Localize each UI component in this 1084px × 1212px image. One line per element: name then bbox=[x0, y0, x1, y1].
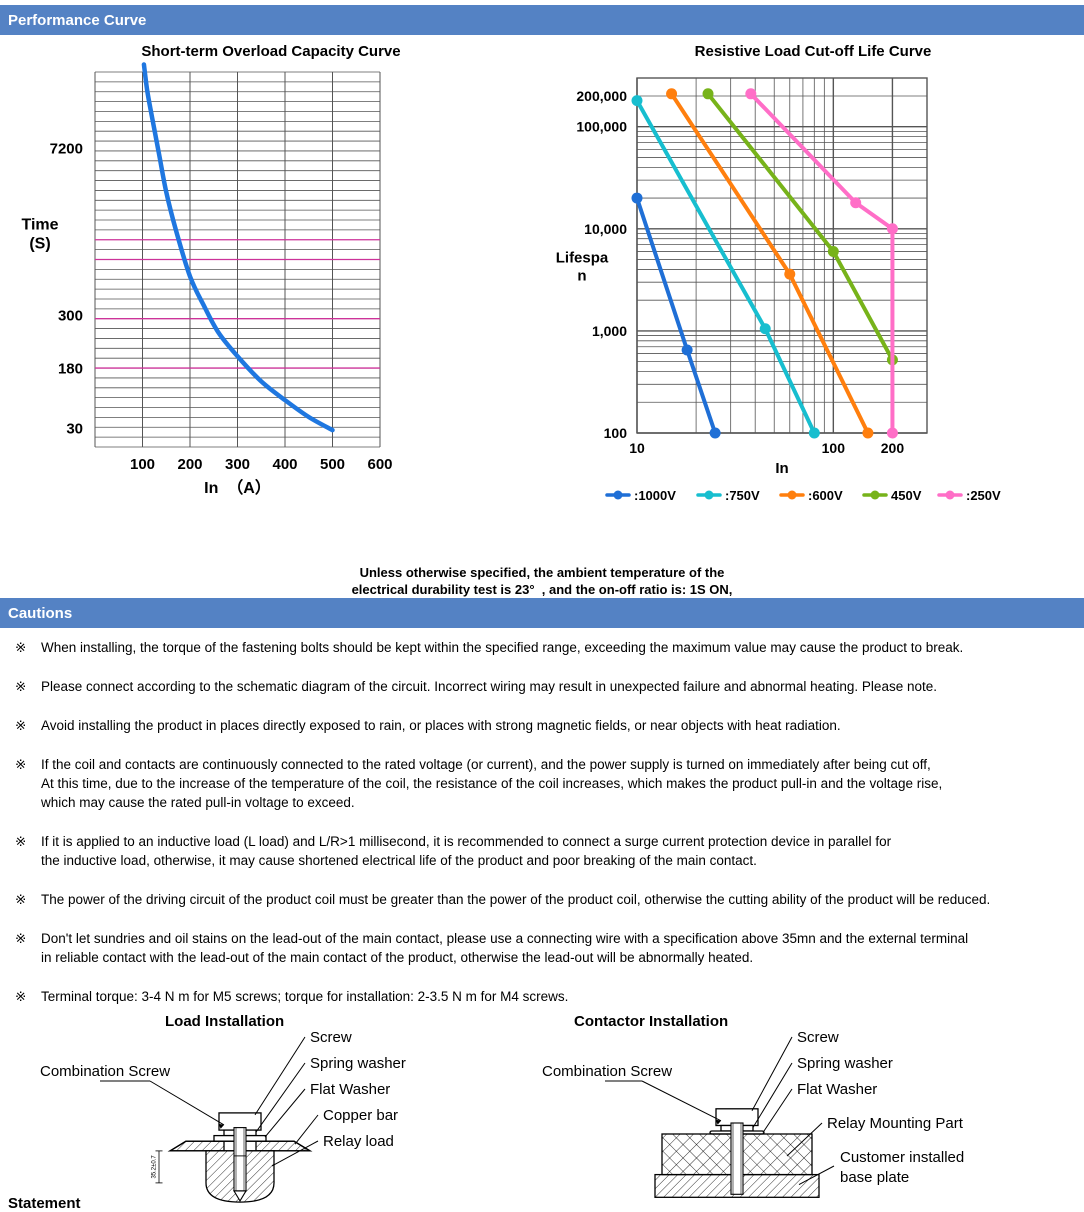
svg-text:Screw: Screw bbox=[310, 1030, 352, 1046]
svg-text:base plate: base plate bbox=[840, 1169, 909, 1186]
svg-text:100,000: 100,000 bbox=[576, 119, 627, 135]
svg-text:450V: 450V bbox=[891, 488, 922, 503]
svg-text::600V: :600V bbox=[808, 488, 843, 503]
svg-text:Combination Screw: Combination Screw bbox=[542, 1063, 672, 1080]
svg-text:30: 30 bbox=[66, 420, 83, 437]
svg-text:1,000: 1,000 bbox=[592, 323, 627, 339]
svg-text:Combination Screw: Combination Screw bbox=[40, 1063, 170, 1080]
svg-text:Copper bar: Copper bar bbox=[323, 1107, 398, 1124]
svg-text::1000V: :1000V bbox=[634, 488, 676, 503]
svg-text:Customer installed: Customer installed bbox=[840, 1149, 964, 1166]
svg-text::750V: :750V bbox=[725, 488, 760, 503]
svg-text:In （A）: In （A） bbox=[204, 479, 271, 497]
svg-text:Flat Washer: Flat Washer bbox=[310, 1081, 390, 1098]
svg-text:Time: Time bbox=[21, 217, 58, 234]
svg-text:100: 100 bbox=[604, 425, 628, 441]
svg-text:7200: 7200 bbox=[50, 141, 83, 158]
svg-text::250V: :250V bbox=[966, 488, 1001, 503]
svg-text:400: 400 bbox=[272, 456, 297, 473]
svg-text:In: In bbox=[775, 460, 788, 477]
svg-text:Relay load: Relay load bbox=[323, 1133, 394, 1150]
svg-text:200: 200 bbox=[177, 456, 202, 473]
svg-text:300: 300 bbox=[58, 307, 83, 324]
svg-text:600: 600 bbox=[367, 456, 392, 473]
svg-text:300: 300 bbox=[225, 456, 250, 473]
svg-text:n: n bbox=[577, 268, 586, 285]
svg-text:Relay Mounting Part: Relay Mounting Part bbox=[827, 1115, 964, 1132]
svg-text:200: 200 bbox=[881, 440, 905, 456]
svg-text:Spring washer: Spring washer bbox=[797, 1055, 893, 1072]
svg-text:Spring washer: Spring washer bbox=[310, 1055, 406, 1072]
svg-text:10,000: 10,000 bbox=[584, 221, 627, 237]
svg-text:Screw: Screw bbox=[797, 1030, 839, 1046]
svg-text:100: 100 bbox=[822, 440, 846, 456]
svg-text:500: 500 bbox=[320, 456, 345, 473]
svg-text:180: 180 bbox=[58, 361, 83, 378]
svg-text:(S): (S) bbox=[29, 236, 50, 253]
svg-text:10: 10 bbox=[629, 440, 645, 456]
svg-text:35.2±0.7: 35.2±0.7 bbox=[152, 1155, 158, 1179]
svg-text:Flat Washer: Flat Washer bbox=[797, 1081, 877, 1098]
svg-text:Lifespa: Lifespa bbox=[556, 250, 609, 267]
svg-text:100: 100 bbox=[130, 456, 155, 473]
svg-text:200,000: 200,000 bbox=[576, 88, 627, 104]
